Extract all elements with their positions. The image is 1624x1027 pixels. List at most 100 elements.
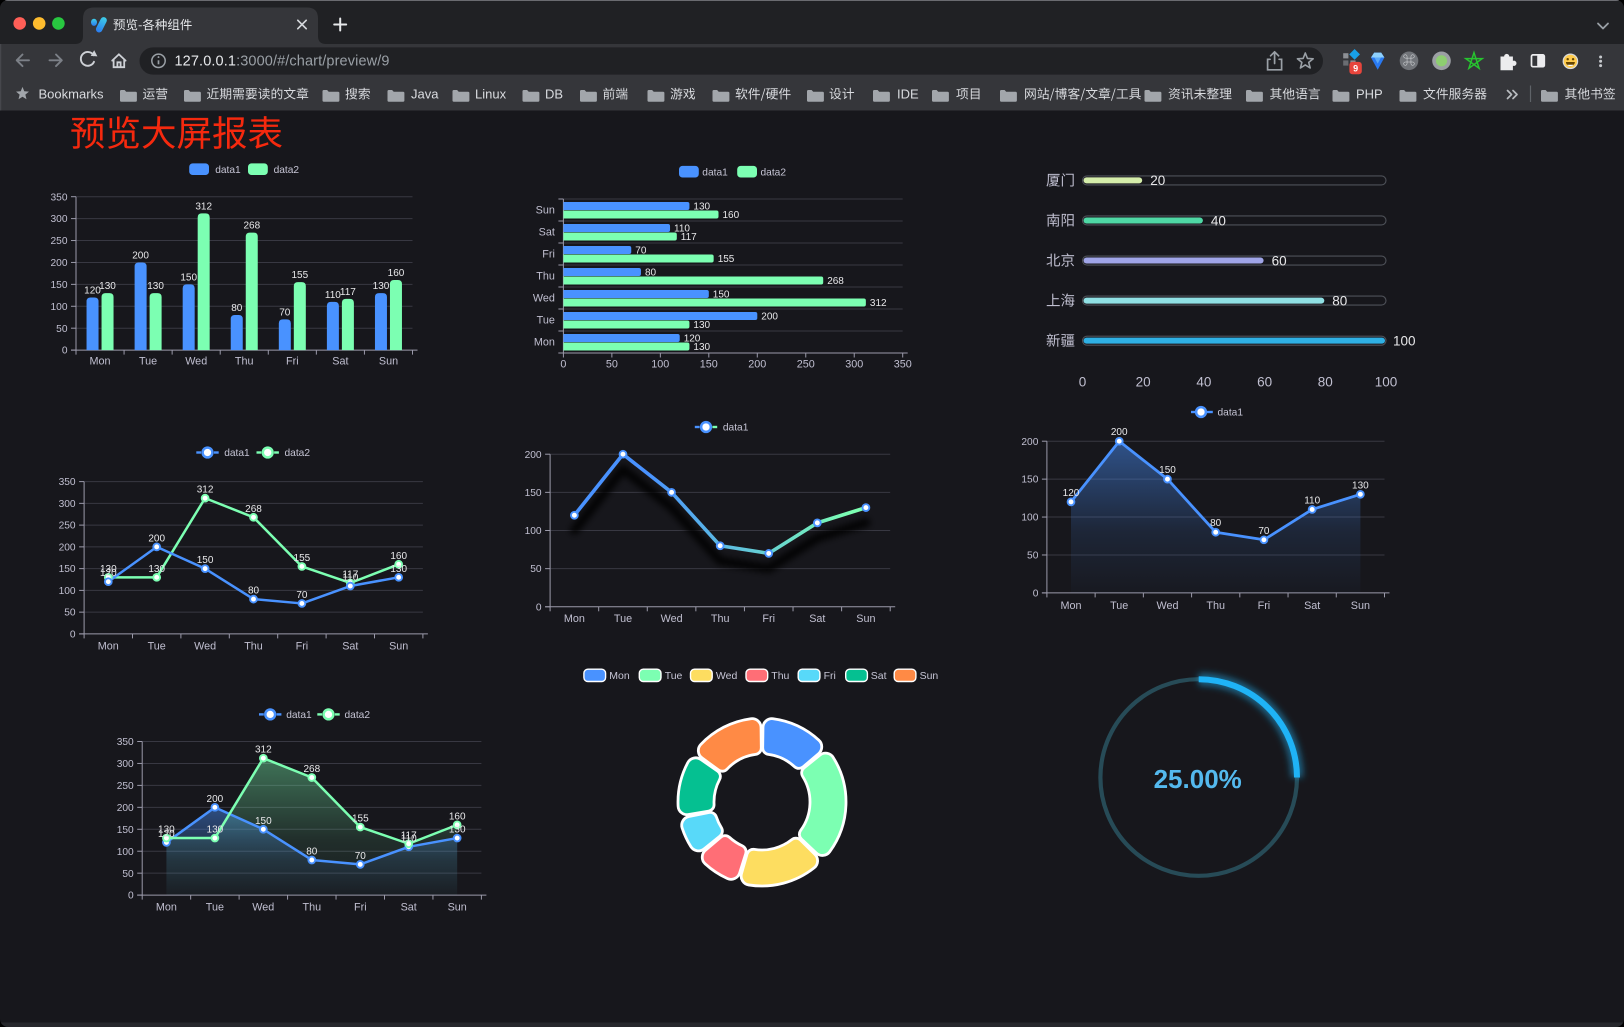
- svg-text:IDE: IDE: [897, 86, 919, 101]
- svg-text:350: 350: [117, 737, 134, 748]
- svg-text:50: 50: [530, 564, 542, 575]
- svg-text:100: 100: [1375, 375, 1398, 390]
- svg-text:155: 155: [294, 553, 311, 564]
- svg-text:312: 312: [870, 298, 887, 309]
- svg-text:117: 117: [681, 232, 697, 243]
- svg-text:0: 0: [1033, 589, 1039, 600]
- svg-text:Mon: Mon: [89, 356, 110, 368]
- svg-text:Thu: Thu: [235, 356, 254, 368]
- svg-text:Fri: Fri: [354, 901, 367, 913]
- svg-text:20: 20: [1136, 375, 1151, 390]
- svg-text:Tue: Tue: [206, 901, 224, 913]
- svg-text:150: 150: [117, 825, 134, 836]
- svg-text:350: 350: [51, 192, 68, 203]
- svg-text:150: 150: [255, 816, 272, 827]
- svg-text:130: 130: [147, 281, 164, 292]
- svg-text:50: 50: [56, 324, 68, 335]
- svg-text:Thu: Thu: [1206, 600, 1225, 612]
- svg-text:150: 150: [1159, 465, 1176, 476]
- svg-text:Tue: Tue: [139, 356, 157, 368]
- svg-text:268: 268: [303, 764, 320, 775]
- svg-text:Sat: Sat: [401, 901, 417, 913]
- svg-text:70: 70: [355, 851, 367, 862]
- svg-text:Sun: Sun: [856, 613, 875, 625]
- svg-text:160: 160: [390, 551, 407, 562]
- svg-text:250: 250: [51, 236, 68, 247]
- svg-text:50: 50: [1027, 551, 1039, 562]
- svg-text:200: 200: [132, 250, 149, 261]
- svg-text:130: 130: [99, 281, 116, 292]
- svg-text:268: 268: [245, 504, 262, 515]
- svg-text:Bookmarks: Bookmarks: [39, 86, 105, 101]
- svg-text:117: 117: [342, 570, 358, 581]
- svg-text:Sat: Sat: [332, 356, 348, 368]
- svg-text:data1: data1: [702, 167, 728, 178]
- svg-text:130: 130: [100, 564, 117, 575]
- svg-text:Sun: Sun: [920, 670, 939, 682]
- svg-text:200: 200: [59, 543, 76, 554]
- svg-text:200: 200: [117, 803, 134, 814]
- svg-text:Tue: Tue: [665, 670, 683, 682]
- svg-text:250: 250: [59, 521, 76, 532]
- svg-text:Wed: Wed: [185, 356, 207, 368]
- svg-text:Tue: Tue: [148, 640, 166, 652]
- svg-text:120: 120: [1063, 488, 1080, 499]
- svg-text:200: 200: [761, 312, 778, 323]
- svg-text:160: 160: [723, 210, 740, 221]
- svg-text:0: 0: [1079, 375, 1087, 390]
- svg-text:155: 155: [352, 814, 369, 825]
- svg-text:110: 110: [674, 224, 690, 235]
- svg-text:0: 0: [560, 359, 566, 371]
- svg-text:Sun: Sun: [1351, 600, 1370, 612]
- svg-text:350: 350: [894, 359, 912, 371]
- svg-text:70: 70: [635, 246, 647, 257]
- svg-text:40: 40: [1196, 375, 1211, 390]
- svg-text:Sun: Sun: [379, 356, 398, 368]
- svg-text:60: 60: [1272, 253, 1287, 268]
- svg-text:300: 300: [845, 359, 863, 371]
- svg-text:9: 9: [1353, 64, 1358, 74]
- svg-text:130: 130: [449, 825, 466, 836]
- svg-text:130: 130: [693, 202, 710, 213]
- svg-text:130: 130: [148, 564, 165, 575]
- svg-text:100: 100: [1021, 513, 1038, 524]
- svg-text:200: 200: [1111, 427, 1128, 438]
- svg-text:Mon: Mon: [98, 640, 119, 652]
- svg-text:130: 130: [1352, 480, 1369, 491]
- svg-text:150: 150: [59, 564, 76, 575]
- svg-text:DB: DB: [545, 86, 563, 101]
- svg-text:117: 117: [340, 287, 356, 298]
- svg-text:80: 80: [645, 268, 657, 279]
- svg-text:110: 110: [1304, 496, 1320, 507]
- svg-text:127.0.0.1:3000/#/chart/preview: 127.0.0.1:3000/#/chart/preview/9: [175, 54, 390, 70]
- svg-text:130: 130: [207, 825, 224, 836]
- svg-text:250: 250: [117, 781, 134, 792]
- svg-text:Fri: Fri: [296, 640, 309, 652]
- svg-text:150: 150: [197, 555, 214, 566]
- svg-text:data2: data2: [274, 165, 300, 176]
- svg-text:Sat: Sat: [871, 670, 887, 682]
- svg-text:150: 150: [700, 359, 718, 371]
- svg-text:120: 120: [84, 286, 101, 297]
- svg-text:Linux: Linux: [475, 86, 507, 101]
- svg-text:80: 80: [1318, 375, 1333, 390]
- svg-text:160: 160: [449, 811, 466, 822]
- svg-text:110: 110: [325, 290, 341, 301]
- svg-text:200: 200: [525, 450, 542, 461]
- svg-text:Tue: Tue: [537, 315, 555, 327]
- svg-text:Thu: Thu: [536, 271, 555, 283]
- svg-text:0: 0: [70, 630, 76, 641]
- svg-text:120: 120: [100, 568, 117, 579]
- svg-text:data2: data2: [761, 167, 787, 178]
- svg-text:Mon: Mon: [156, 901, 177, 913]
- svg-text:120: 120: [158, 829, 175, 840]
- svg-text:312: 312: [255, 745, 272, 756]
- svg-text:Fri: Fri: [824, 670, 836, 682]
- svg-text:0: 0: [128, 891, 134, 902]
- svg-text:312: 312: [195, 201, 212, 212]
- svg-text:40: 40: [1211, 213, 1226, 228]
- svg-text:200: 200: [148, 533, 165, 544]
- svg-text:Wed: Wed: [194, 640, 216, 652]
- svg-text:PHP: PHP: [1356, 86, 1383, 101]
- svg-text:Fri: Fri: [762, 613, 775, 625]
